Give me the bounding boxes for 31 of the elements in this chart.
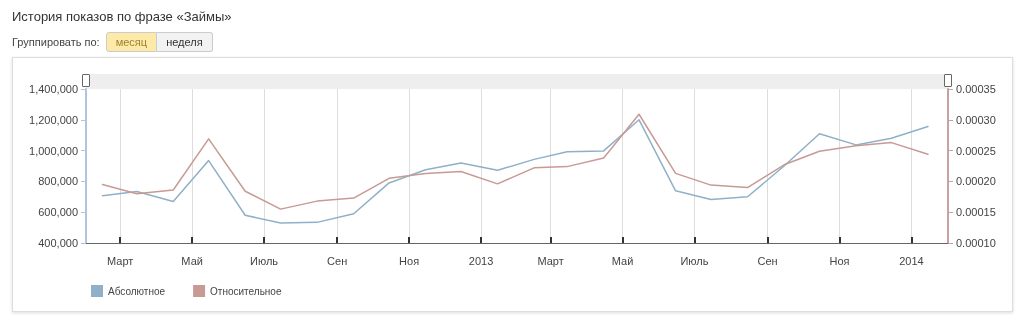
y2-tick-label: 0.00035 [956,83,996,95]
x-tick-label: Март [107,254,134,267]
x-tick-label: Сен [327,254,348,267]
y-tick-label: 400,000 [38,237,78,249]
y2-tick-label: 0.00020 [956,175,996,188]
x-tick-label: Май [181,254,203,267]
x-tick-label: 2014 [899,254,924,267]
x-tick-label: Июль [680,254,709,267]
legend-label: Абсолютное [108,285,166,297]
x-tick-label: Май [611,254,634,267]
y-tick-label: 600,000 [38,206,78,219]
y2-tick-label: 0.00010 [956,237,996,249]
line-series [101,119,929,224]
y-tick-label: 1,000,000 [29,144,78,157]
y2-tick-label: 0.00030 [956,113,996,126]
x-tick-label: Март [537,254,564,267]
line-series [101,113,929,210]
y-tick-label: 1,200,000 [29,113,78,126]
x-tick-label: Сен [757,254,778,267]
y-tick-label: 1,400,000 [29,83,78,95]
x-tick-label: 2013 [468,254,494,267]
week-button[interactable]: неделя [157,32,213,52]
legend-label: Относительное [210,285,282,297]
x-tick-label: Ноя [399,254,420,267]
y2-tick-label: 0.00015 [956,206,996,219]
chart-title: История показов по фразе «Займы» [12,9,232,24]
y-tick-label: 800,000 [38,175,78,188]
y2-tick-label: 0.00025 [956,144,996,157]
text: Группировать по: [12,36,100,48]
x-tick-label: Ноя [829,254,850,267]
x-tick-label: Июль [250,254,279,267]
